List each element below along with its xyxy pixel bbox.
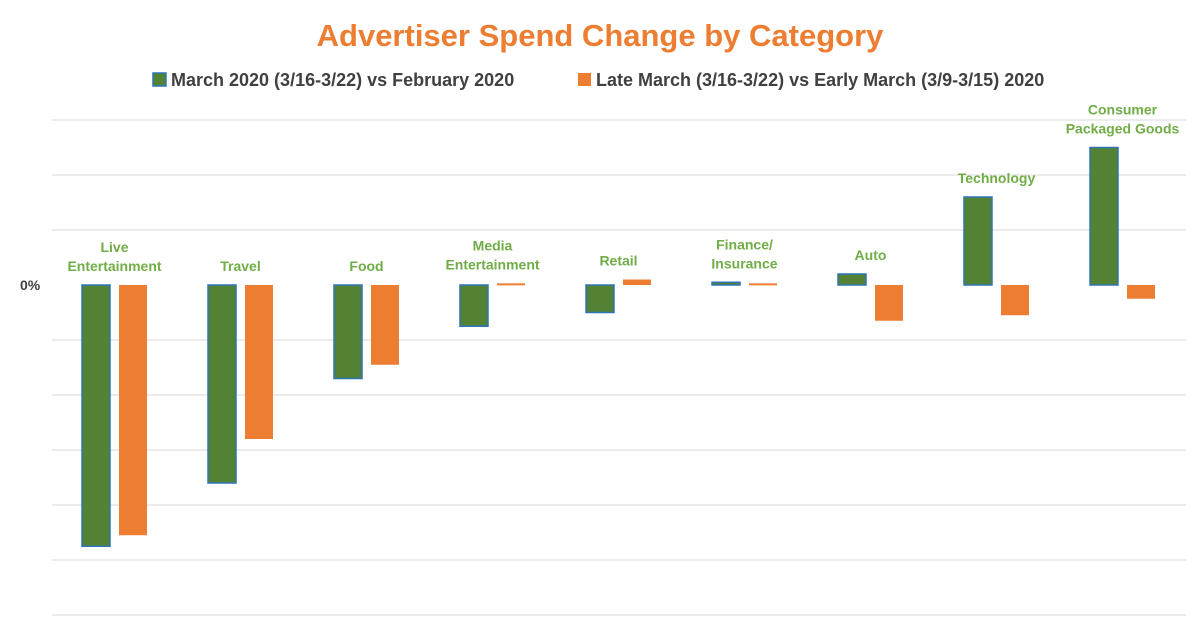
bar-series-2-auto [875, 285, 903, 321]
chart-title: Advertiser Spend Change by Category [317, 18, 885, 53]
legend-swatch-series-1 [152, 72, 167, 87]
legend-label-series-1: March 2020 (3/16-3/22) vs February 2020 [171, 70, 514, 90]
bar-series-2-live-entertainment [119, 285, 147, 536]
category-label: Technology [958, 170, 1036, 186]
bar-series-1-media-entertainment [459, 284, 489, 327]
category-label: Auto [855, 247, 887, 263]
gridlines [52, 119, 1186, 616]
legend: March 2020 (3/16-3/22) vs February 2020 … [152, 70, 1044, 90]
category-label: Consumer Packaged Goods [1066, 102, 1180, 137]
category-label: Travel [220, 258, 260, 274]
bar-series-2-travel [245, 285, 273, 439]
bar-series-2-food [371, 285, 399, 365]
category-labels: Live Entertainment Travel Food Media Entertai… [67, 102, 1179, 275]
bar-series-1-consumer-packaged-goods [1089, 146, 1119, 286]
bar-series-2-retail [623, 279, 651, 285]
bar-series-1-finance-insurance [711, 281, 741, 286]
category-label: Retail [599, 253, 637, 269]
bar-series-1-technology [963, 196, 993, 286]
category-label: Food [349, 258, 383, 274]
bar-series-1-retail [585, 284, 615, 314]
bar-series-1-auto [837, 273, 867, 286]
bar-series-2-media-entertainment [497, 283, 525, 286]
bar-series-2-finance-insurance [749, 283, 777, 286]
category-label: Live Entertainment [67, 239, 161, 274]
category-label: Media Entertainment [445, 237, 539, 272]
bar-series-2-technology [1001, 285, 1029, 316]
legend-swatch-series-2 [578, 73, 591, 86]
bar-series-1-travel [207, 284, 237, 484]
y-tick-label-zero: 0% [20, 277, 41, 293]
bar-series-2-consumer-packaged-goods [1127, 285, 1155, 299]
bars [81, 146, 1155, 547]
bar-series-1-live-entertainment [81, 284, 111, 547]
legend-label-series-2: Late March (3/16-3/22) vs Early March (3… [596, 70, 1044, 90]
category-label: Finance/Insurance [711, 236, 777, 271]
bar-series-1-food [333, 284, 363, 380]
